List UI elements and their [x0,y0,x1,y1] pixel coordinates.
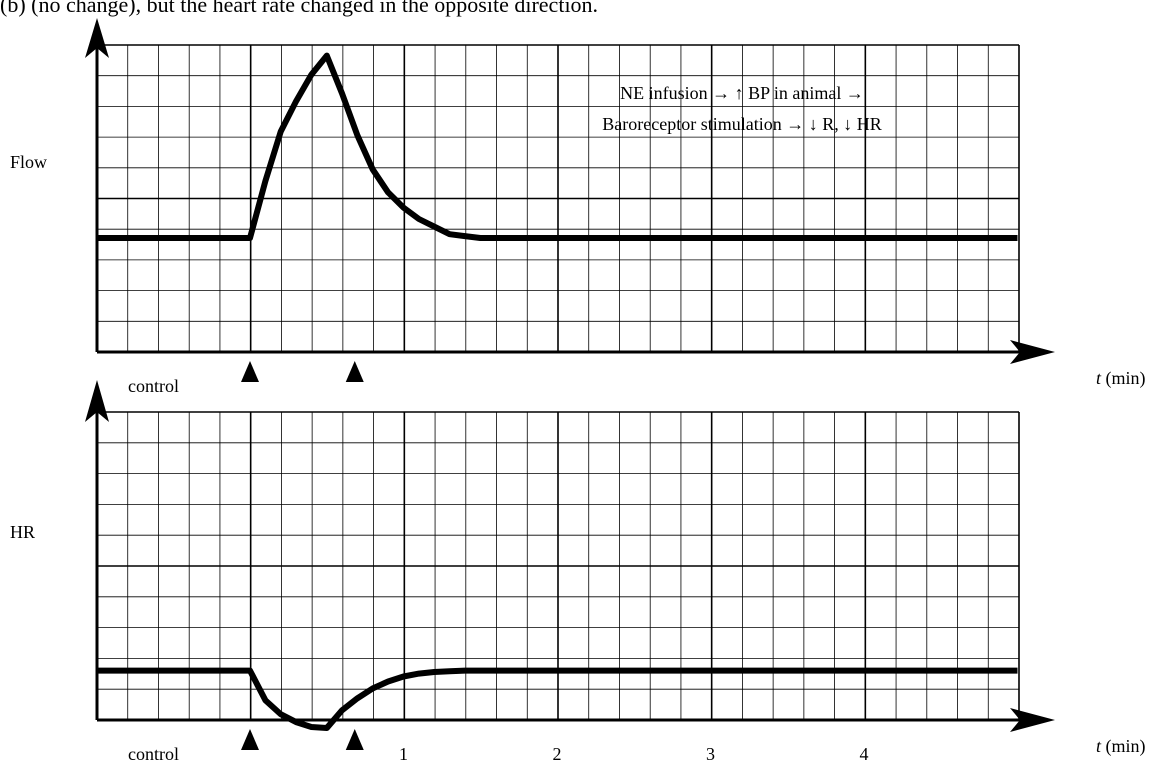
flow-event-marker [241,361,259,382]
caption-fragment: (b) (no change), but the heart rate chan… [0,0,599,17]
hr-panel: HR control t (min) 1 2 3 4 [10,380,1146,764]
hr-curve [97,667,1018,731]
hr-markers [241,729,364,750]
flow-markers [241,361,364,382]
flow-y-label: Flow [10,152,47,172]
annotation-line-1: NE infusion → ↑ BP in animal → [620,83,864,103]
flow-event-marker [345,361,364,382]
annotation-line-2: Baroreceptor stimulation → ↓ R, ↓ HR [602,114,881,134]
hr-x-axis-unit: (min) [1106,736,1146,757]
flow-x-axis-label: t (min) [1096,368,1146,389]
hr-x-axis-label: t (min) [1096,736,1146,757]
hr-event-marker [345,729,364,750]
hr-grid [96,411,1020,721]
hr-event-marker [241,729,259,750]
hr-x-tick-label: 2 [553,744,562,764]
hr-x-tick-label: 3 [706,744,715,764]
hr-y-label: HR [10,522,35,542]
flow-panel: Flow control t (min) NE infusion → ↑ BP … [10,18,1146,396]
flow-y-arrowhead [85,18,109,58]
hr-x-tick-label: 4 [860,744,869,764]
flow-grid [96,44,1020,353]
hr-x-tick-label: 1 [399,744,408,764]
flow-x-axis-unit: (min) [1106,368,1146,389]
flow-curve [97,52,1018,241]
hr-control-label: control [128,744,179,764]
hr-y-arrowhead [85,380,109,422]
flow-x-axis-var: t [1096,368,1102,388]
hr-x-arrowhead [1010,708,1055,732]
hr-x-axis-var: t [1096,736,1102,756]
flow-x-arrowhead [1010,340,1055,364]
hr-x-tick-labels: 1 2 3 4 [399,744,869,764]
flow-control-label: control [128,376,179,396]
